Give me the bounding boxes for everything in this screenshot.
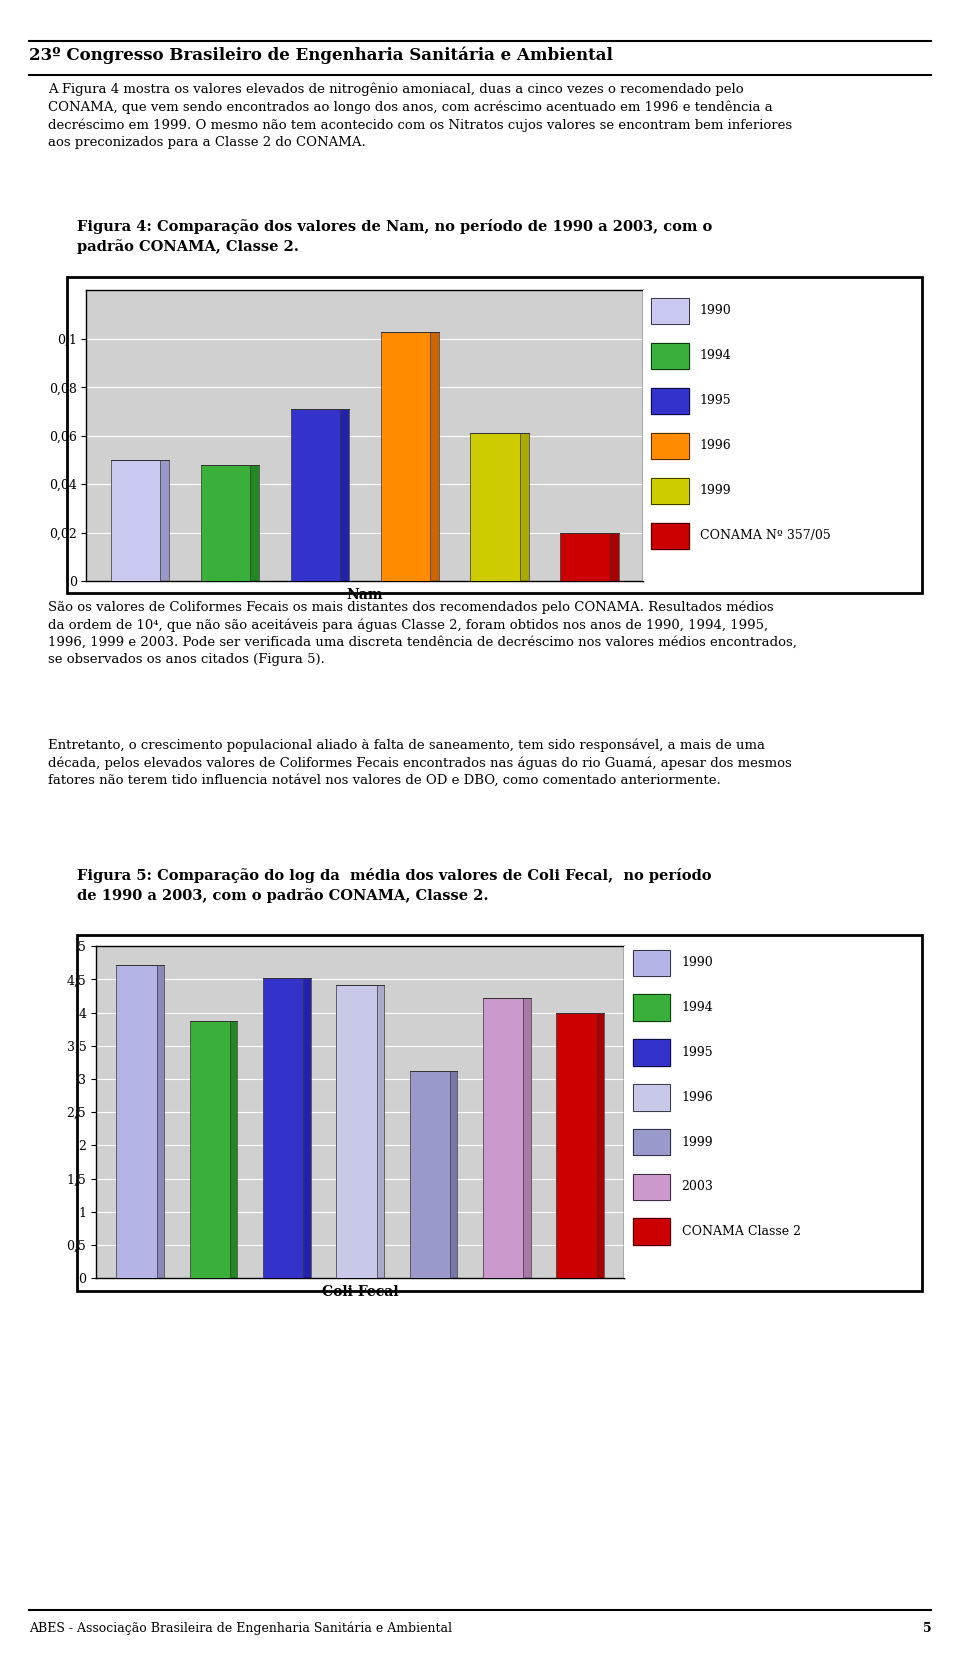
Bar bbox=[651, 523, 689, 549]
Polygon shape bbox=[519, 433, 529, 581]
Polygon shape bbox=[523, 998, 531, 1278]
Text: 1990: 1990 bbox=[682, 956, 713, 969]
Bar bbox=[651, 342, 689, 369]
Text: 1990: 1990 bbox=[700, 304, 732, 317]
Polygon shape bbox=[430, 332, 439, 581]
Bar bbox=[651, 342, 689, 369]
Bar bbox=[651, 388, 689, 413]
Text: 2003: 2003 bbox=[682, 1180, 713, 1194]
Bar bbox=[336, 984, 376, 1278]
Text: 1996: 1996 bbox=[682, 1091, 713, 1104]
Bar bbox=[201, 465, 251, 581]
Bar bbox=[633, 994, 670, 1021]
Polygon shape bbox=[610, 533, 618, 581]
Bar bbox=[651, 433, 689, 458]
Polygon shape bbox=[251, 465, 259, 581]
Text: Entretanto, o crescimento populacional aliado à falta de saneamento, tem sido re: Entretanto, o crescimento populacional a… bbox=[48, 739, 792, 787]
Bar bbox=[291, 408, 340, 581]
Polygon shape bbox=[156, 964, 164, 1278]
Bar bbox=[651, 478, 689, 505]
Polygon shape bbox=[340, 408, 349, 581]
Bar bbox=[651, 297, 689, 324]
Text: 1994: 1994 bbox=[682, 1001, 713, 1014]
Bar bbox=[633, 1218, 670, 1245]
Bar bbox=[651, 388, 689, 413]
Bar bbox=[633, 1218, 670, 1245]
Bar bbox=[633, 1084, 670, 1111]
Text: 1999: 1999 bbox=[700, 485, 732, 498]
Bar bbox=[116, 964, 156, 1278]
Bar bbox=[633, 1129, 670, 1155]
Text: 1996: 1996 bbox=[700, 440, 732, 453]
Text: 1995: 1995 bbox=[682, 1046, 713, 1059]
Bar bbox=[483, 998, 523, 1278]
Polygon shape bbox=[450, 1071, 457, 1278]
Bar bbox=[651, 297, 689, 324]
Bar bbox=[633, 994, 670, 1021]
Bar bbox=[633, 1174, 670, 1200]
Bar bbox=[189, 1021, 229, 1278]
Text: ABES - Associação Brasileira de Engenharia Sanitária e Ambiental: ABES - Associação Brasileira de Engenhar… bbox=[29, 1622, 452, 1635]
Text: São os valores de Coliformes Fecais os mais distantes dos recomendados pelo CONA: São os valores de Coliformes Fecais os m… bbox=[48, 601, 797, 666]
Bar bbox=[560, 533, 610, 581]
Polygon shape bbox=[596, 1013, 604, 1278]
Text: 1994: 1994 bbox=[700, 349, 732, 362]
Bar bbox=[111, 460, 160, 581]
Bar bbox=[380, 332, 430, 581]
Polygon shape bbox=[303, 978, 310, 1278]
Bar bbox=[263, 978, 303, 1278]
Bar bbox=[633, 1084, 670, 1111]
Text: CONAMA Classe 2: CONAMA Classe 2 bbox=[682, 1225, 801, 1238]
Bar bbox=[651, 433, 689, 458]
Text: Figura 4: Comparação dos valores de Nam, no período de 1990 a 2003, com o
padrão: Figura 4: Comparação dos valores de Nam,… bbox=[77, 219, 712, 254]
Bar bbox=[633, 1039, 670, 1066]
X-axis label: Coli Fecal: Coli Fecal bbox=[322, 1285, 398, 1300]
Bar bbox=[651, 478, 689, 505]
X-axis label: Nam: Nam bbox=[347, 588, 383, 603]
Text: 1995: 1995 bbox=[700, 395, 732, 407]
Bar bbox=[633, 1129, 670, 1155]
Text: Figura 5: Comparação do log da  média dos valores de Coli Fecal,  no período
de : Figura 5: Comparação do log da média dos… bbox=[77, 868, 711, 903]
Text: 1999: 1999 bbox=[682, 1135, 713, 1149]
Bar bbox=[651, 523, 689, 549]
Text: CONAMA Nº 357/05: CONAMA Nº 357/05 bbox=[700, 530, 830, 543]
Bar bbox=[633, 950, 670, 976]
Text: 5: 5 bbox=[923, 1622, 931, 1635]
Bar bbox=[470, 433, 519, 581]
Polygon shape bbox=[229, 1021, 237, 1278]
Bar bbox=[556, 1013, 596, 1278]
Polygon shape bbox=[376, 984, 384, 1278]
Bar bbox=[633, 1039, 670, 1066]
Bar bbox=[633, 1174, 670, 1200]
Bar bbox=[633, 950, 670, 976]
Polygon shape bbox=[160, 460, 170, 581]
Bar bbox=[410, 1071, 450, 1278]
Text: 23º Congresso Brasileiro de Engenharia Sanitária e Ambiental: 23º Congresso Brasileiro de Engenharia S… bbox=[29, 46, 612, 65]
Text: A Figura 4 mostra os valores elevados de nitrogênio amoniacal, duas a cinco veze: A Figura 4 mostra os valores elevados de… bbox=[48, 83, 792, 149]
